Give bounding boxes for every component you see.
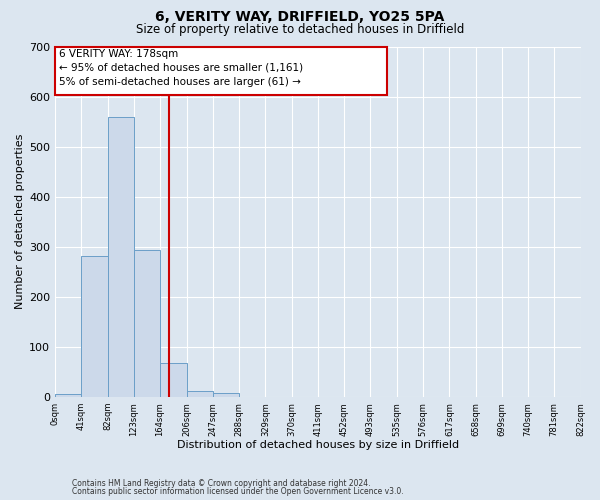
Bar xyxy=(107,116,134,397)
Bar xyxy=(187,390,213,397)
Bar xyxy=(82,256,107,397)
Text: 6, VERITY WAY, DRIFFIELD, YO25 5PA: 6, VERITY WAY, DRIFFIELD, YO25 5PA xyxy=(155,10,445,24)
Text: 6 VERITY WAY: 178sqm
← 95% of detached houses are smaller (1,161)
5% of semi-det: 6 VERITY WAY: 178sqm ← 95% of detached h… xyxy=(59,48,303,86)
Text: Size of property relative to detached houses in Driffield: Size of property relative to detached ho… xyxy=(136,22,464,36)
Bar xyxy=(160,363,187,397)
Text: Contains HM Land Registry data © Crown copyright and database right 2024.: Contains HM Land Registry data © Crown c… xyxy=(72,478,371,488)
FancyBboxPatch shape xyxy=(55,46,387,95)
Bar xyxy=(55,394,82,397)
X-axis label: Distribution of detached houses by size in Driffield: Distribution of detached houses by size … xyxy=(177,440,459,450)
Bar xyxy=(213,393,239,397)
Text: Contains public sector information licensed under the Open Government Licence v3: Contains public sector information licen… xyxy=(72,487,404,496)
Bar xyxy=(134,250,160,397)
Y-axis label: Number of detached properties: Number of detached properties xyxy=(15,134,25,310)
